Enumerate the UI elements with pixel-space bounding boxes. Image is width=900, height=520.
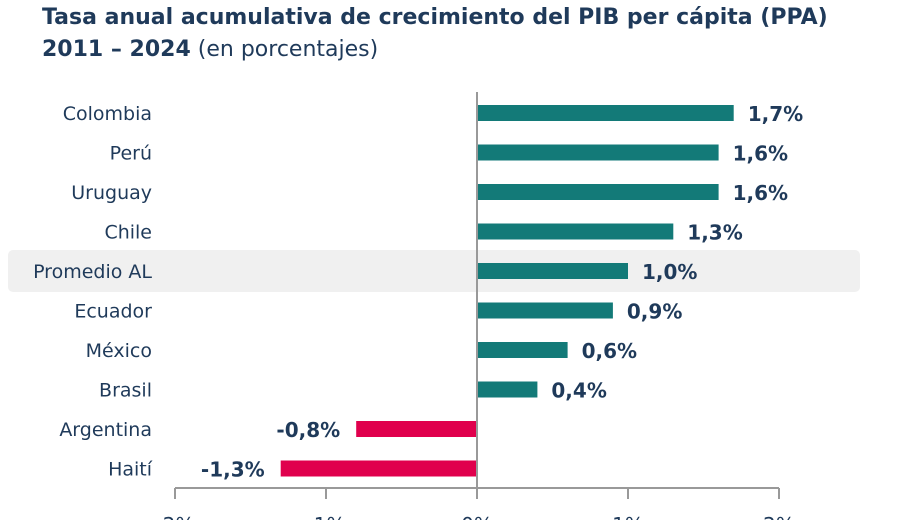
- bar: [356, 421, 477, 437]
- category-label: Argentina: [59, 419, 152, 441]
- subtitle-text: (en porcentajes): [197, 37, 379, 62]
- category-label: Haití: [108, 459, 153, 481]
- x-tick-label: 0%: [461, 513, 493, 520]
- data-label: 0,6%: [582, 339, 637, 363]
- data-label: 1,3%: [687, 221, 742, 245]
- data-label: 1,7%: [748, 102, 803, 126]
- subtitle-bold: 2011 – 2024: [42, 37, 191, 62]
- bar: [477, 184, 719, 200]
- highlight-band: [8, 250, 860, 292]
- category-label: Promedio AL: [33, 261, 152, 283]
- category-label: Colombia: [63, 103, 152, 125]
- bar: [477, 105, 734, 121]
- data-label: 1,0%: [642, 260, 697, 284]
- category-label: México: [86, 340, 152, 362]
- data-label: -0,8%: [276, 418, 340, 442]
- x-tick-label: -2%: [156, 513, 195, 520]
- data-label: -1,3%: [201, 458, 265, 482]
- bar: [280, 460, 477, 477]
- bar: [477, 342, 568, 358]
- bar: [477, 302, 613, 319]
- x-tick-label: -1%: [307, 513, 346, 520]
- category-label: Brasil: [99, 380, 152, 402]
- data-label: 1,6%: [733, 142, 788, 166]
- category-label: Ecuador: [74, 301, 152, 323]
- data-label: 1,6%: [733, 181, 788, 205]
- bar: [477, 144, 719, 161]
- x-tick-label: 2%: [763, 513, 795, 520]
- data-label: 0,9%: [627, 300, 682, 324]
- bar: [477, 223, 674, 240]
- category-label: Uruguay: [71, 182, 152, 204]
- bar: [477, 381, 538, 398]
- category-label: Perú: [110, 143, 152, 165]
- data-label: 0,4%: [551, 379, 606, 403]
- chart-title: Tasa anual acumulativa de crecimiento de…: [42, 2, 828, 66]
- bar: [477, 263, 628, 279]
- category-label: Chile: [104, 222, 152, 244]
- title-text: Tasa anual acumulativa de crecimiento de…: [42, 5, 828, 30]
- x-tick-label: 1%: [612, 513, 644, 520]
